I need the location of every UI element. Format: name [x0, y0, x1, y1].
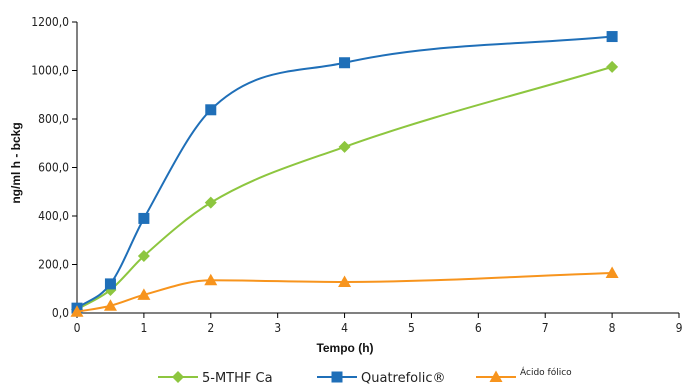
legend-swatch-marker — [172, 371, 184, 383]
x-tick-label: 4 — [341, 321, 348, 335]
legend: 5-MTHF Ca Quatrefolic® Ácido fólico — [158, 366, 572, 386]
y-axis-title: ng/ml h - bckg — [9, 122, 23, 203]
legend-label: 5-MTHF Ca — [202, 371, 273, 386]
data-point — [70, 305, 84, 317]
data-point — [606, 60, 619, 73]
x-tick-label: 0 — [74, 321, 81, 335]
data-point — [137, 288, 151, 300]
series-layer — [70, 31, 619, 317]
legend-item: Ácido fólico — [476, 366, 572, 382]
x-tick-label: 2 — [207, 321, 214, 335]
y-tick-label: 1200,0 — [31, 15, 69, 29]
data-point — [103, 299, 117, 311]
y-tick-label: 1000,0 — [31, 64, 69, 78]
y-axis-ticks: 0,0 200,0 400,0 600,0 800,0 1000,0 1200,0 — [31, 15, 77, 320]
x-tick-label: 6 — [475, 321, 482, 335]
legend-label: Ácido fólico — [520, 366, 572, 378]
legend-label: Quatrefolic® — [361, 371, 446, 386]
legend-swatch-marker — [331, 371, 343, 383]
data-point — [606, 31, 618, 43]
x-tick-label: 8 — [609, 321, 616, 335]
x-tick-label: 3 — [274, 321, 281, 335]
legend-item: Quatrefolic® — [317, 371, 446, 386]
y-tick-label: 0,0 — [52, 306, 69, 320]
data-point — [204, 273, 218, 286]
x-tick-label: 9 — [676, 321, 683, 335]
data-point — [204, 196, 217, 209]
legend-item: 5-MTHF Ca — [158, 371, 273, 386]
data-point — [205, 104, 217, 116]
data-point — [339, 57, 351, 69]
x-tick-label: 7 — [542, 321, 549, 335]
data-point — [138, 212, 150, 224]
legend-swatch-marker — [489, 370, 503, 382]
data-point — [338, 275, 352, 287]
series-line — [76, 65, 613, 311]
x-axis-title: Tempo (h) — [316, 341, 373, 355]
data-point — [137, 250, 150, 263]
data-point — [104, 278, 116, 290]
y-tick-label: 800,0 — [38, 112, 69, 126]
y-tick-label: 200,0 — [38, 258, 69, 272]
x-axis-ticks: 0 1 2 3 4 5 6 7 8 9 — [74, 313, 683, 335]
x-tick-label: 1 — [140, 321, 147, 335]
series-line — [76, 35, 613, 309]
x-tick-label: 5 — [408, 321, 415, 335]
y-tick-label: 400,0 — [38, 209, 69, 223]
data-point — [605, 266, 619, 278]
y-tick-label: 600,0 — [38, 161, 69, 175]
data-point — [338, 140, 351, 153]
